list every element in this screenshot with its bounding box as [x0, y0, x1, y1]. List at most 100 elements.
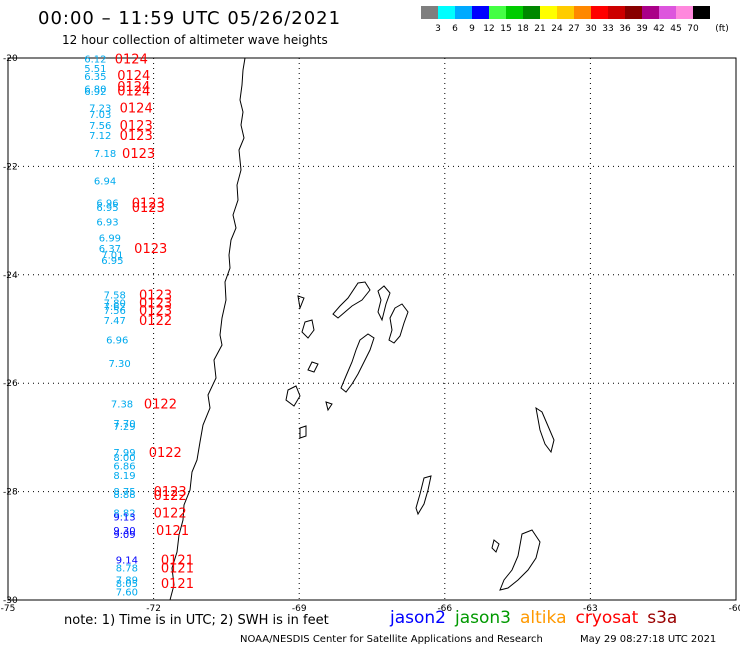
colorbar-label: 18 — [517, 24, 529, 34]
swh-value: 8.78 — [116, 563, 138, 574]
chart-subtitle: 12 hour collection of altimeter wave hei… — [62, 33, 328, 47]
lon-tick-label: -75 — [1, 604, 16, 614]
colorbar-label: 24 — [551, 24, 563, 34]
colorbar-swatch — [574, 6, 591, 19]
swh-value: 6.12 — [84, 55, 106, 66]
coastline — [169, 57, 555, 601]
lake-4 — [340, 333, 375, 393]
swh-value: 9.09 — [113, 530, 135, 541]
swh-value: 7.89 — [116, 575, 138, 586]
swh-value: 7.12 — [89, 131, 111, 142]
colorbar-label: 45 — [670, 24, 682, 34]
colorbar-label: 70 — [687, 24, 699, 34]
colorbar-unit: (ft) — [715, 24, 729, 34]
swh-value: 7.60 — [116, 587, 138, 598]
pass-number: 0124 — [117, 69, 150, 84]
swh-value: 7.70 — [113, 419, 135, 430]
lake-6 — [301, 319, 315, 339]
pass-number: 0121 — [161, 561, 194, 576]
lat-tick-label: -26 — [3, 379, 18, 389]
satellite-legend-item: cryosat — [575, 608, 639, 628]
lat-tick-label: -24 — [3, 271, 18, 281]
colorbar-swatch — [455, 6, 472, 19]
pass-number: 0124 — [117, 80, 150, 95]
footer-organization: NOAA/NESDIS Center for Satellite Applica… — [240, 634, 543, 645]
colorbar-label: 3 — [435, 24, 441, 34]
pass-number: 0122 — [154, 507, 187, 522]
colorbar-swatch — [540, 6, 557, 19]
swh-value: 7.62 — [104, 302, 126, 313]
swh-value: 6.86 — [113, 462, 135, 473]
pass-number: 0123 — [120, 119, 153, 134]
pass-number: 0123 — [120, 129, 153, 144]
swh-value: 8.82 — [113, 509, 135, 520]
lon-tick-label: -63 — [583, 604, 598, 614]
satellite-legend-item: altika — [520, 608, 567, 628]
swh-value: 6.95 — [101, 256, 123, 267]
colorbar-swatch — [693, 6, 710, 19]
pass-number: 0123 — [154, 485, 187, 500]
colorbar-swatch — [438, 6, 455, 19]
chart-title: 00:00 – 11:59 UTC 05/26/2021 — [38, 8, 342, 29]
colorbar-label: 39 — [636, 24, 648, 34]
note-text: note: 1) Time is in UTC; 2) SWH is in fe… — [64, 613, 329, 628]
swh-value: 7.56 — [89, 121, 111, 132]
swh-value: 8.19 — [113, 471, 135, 482]
lon-tick-label: -60 — [729, 604, 740, 614]
swh-value: 6.96 — [106, 335, 128, 346]
swh-value: 6.95 — [96, 203, 118, 214]
lake-7 — [285, 385, 301, 407]
swh-value: 6.93 — [96, 218, 118, 229]
pass-number: 0123 — [132, 201, 165, 216]
swh-value: 6.37 — [99, 244, 121, 255]
lake-1 — [332, 281, 371, 319]
colorbar-swatch — [659, 6, 676, 19]
pass-number: 0121 — [161, 577, 194, 592]
colorbar-swatch — [557, 6, 574, 19]
colorbar-swatch — [591, 6, 608, 19]
lake-9 — [299, 425, 307, 439]
pass-number: 0123 — [139, 304, 172, 319]
chile-coastline — [169, 57, 246, 601]
pass-number: 0124 — [120, 101, 153, 116]
swh-value: 9.14 — [116, 555, 138, 566]
pass-number: 0123 — [139, 296, 172, 311]
swh-value: 6.35 — [84, 72, 106, 83]
swh-value: 7.03 — [89, 110, 111, 121]
satellite-legend-item: jason3 — [455, 608, 511, 628]
swh-value: 7.23 — [89, 103, 111, 114]
lake-8 — [307, 361, 319, 373]
satellite-legend-item: s3a — [647, 608, 678, 628]
swh-value: 6.96 — [96, 199, 118, 210]
swh-value: 7.56 — [104, 306, 126, 317]
lake-3 — [388, 303, 409, 344]
lat-tick-label: -20 — [3, 54, 18, 64]
swh-value: 8.00 — [113, 453, 135, 464]
lon-tick-label: -66 — [437, 604, 452, 614]
colorbar-label: 6 — [452, 24, 458, 34]
lake-12 — [415, 475, 432, 516]
swh-value: 9.13 — [113, 513, 135, 524]
pass-number: 0124 — [115, 53, 148, 68]
swh-value: 6.92 — [84, 87, 106, 98]
colorbar-label: 30 — [585, 24, 597, 34]
pass-number: 0123 — [139, 288, 172, 303]
pass-number: 0121 — [161, 553, 194, 568]
pass-number: 0124 — [117, 85, 150, 100]
pass-labels: 0124012401240124012401230123012301230123… — [115, 53, 194, 593]
colorbar-swatch — [489, 6, 506, 19]
lake-5 — [297, 295, 305, 310]
satellite-legend: jason2 jason3 altika cryosat s3a — [390, 608, 686, 628]
colorbar-swatch — [523, 6, 540, 19]
colorbar-label: 33 — [602, 24, 614, 34]
colorbar-label: 12 — [483, 24, 495, 34]
swh-value: 7.29 — [113, 422, 135, 433]
colorbar-label: 36 — [619, 24, 631, 34]
swh-value: 7.80 — [104, 298, 126, 309]
footer-timestamp: May 29 08:27:18 UTC 2021 — [580, 634, 717, 645]
swh-value: 6.99 — [99, 233, 121, 244]
swh-value: 6.94 — [94, 176, 116, 187]
colorbar-swatch — [472, 6, 489, 19]
pass-number: 0123 — [134, 242, 167, 257]
